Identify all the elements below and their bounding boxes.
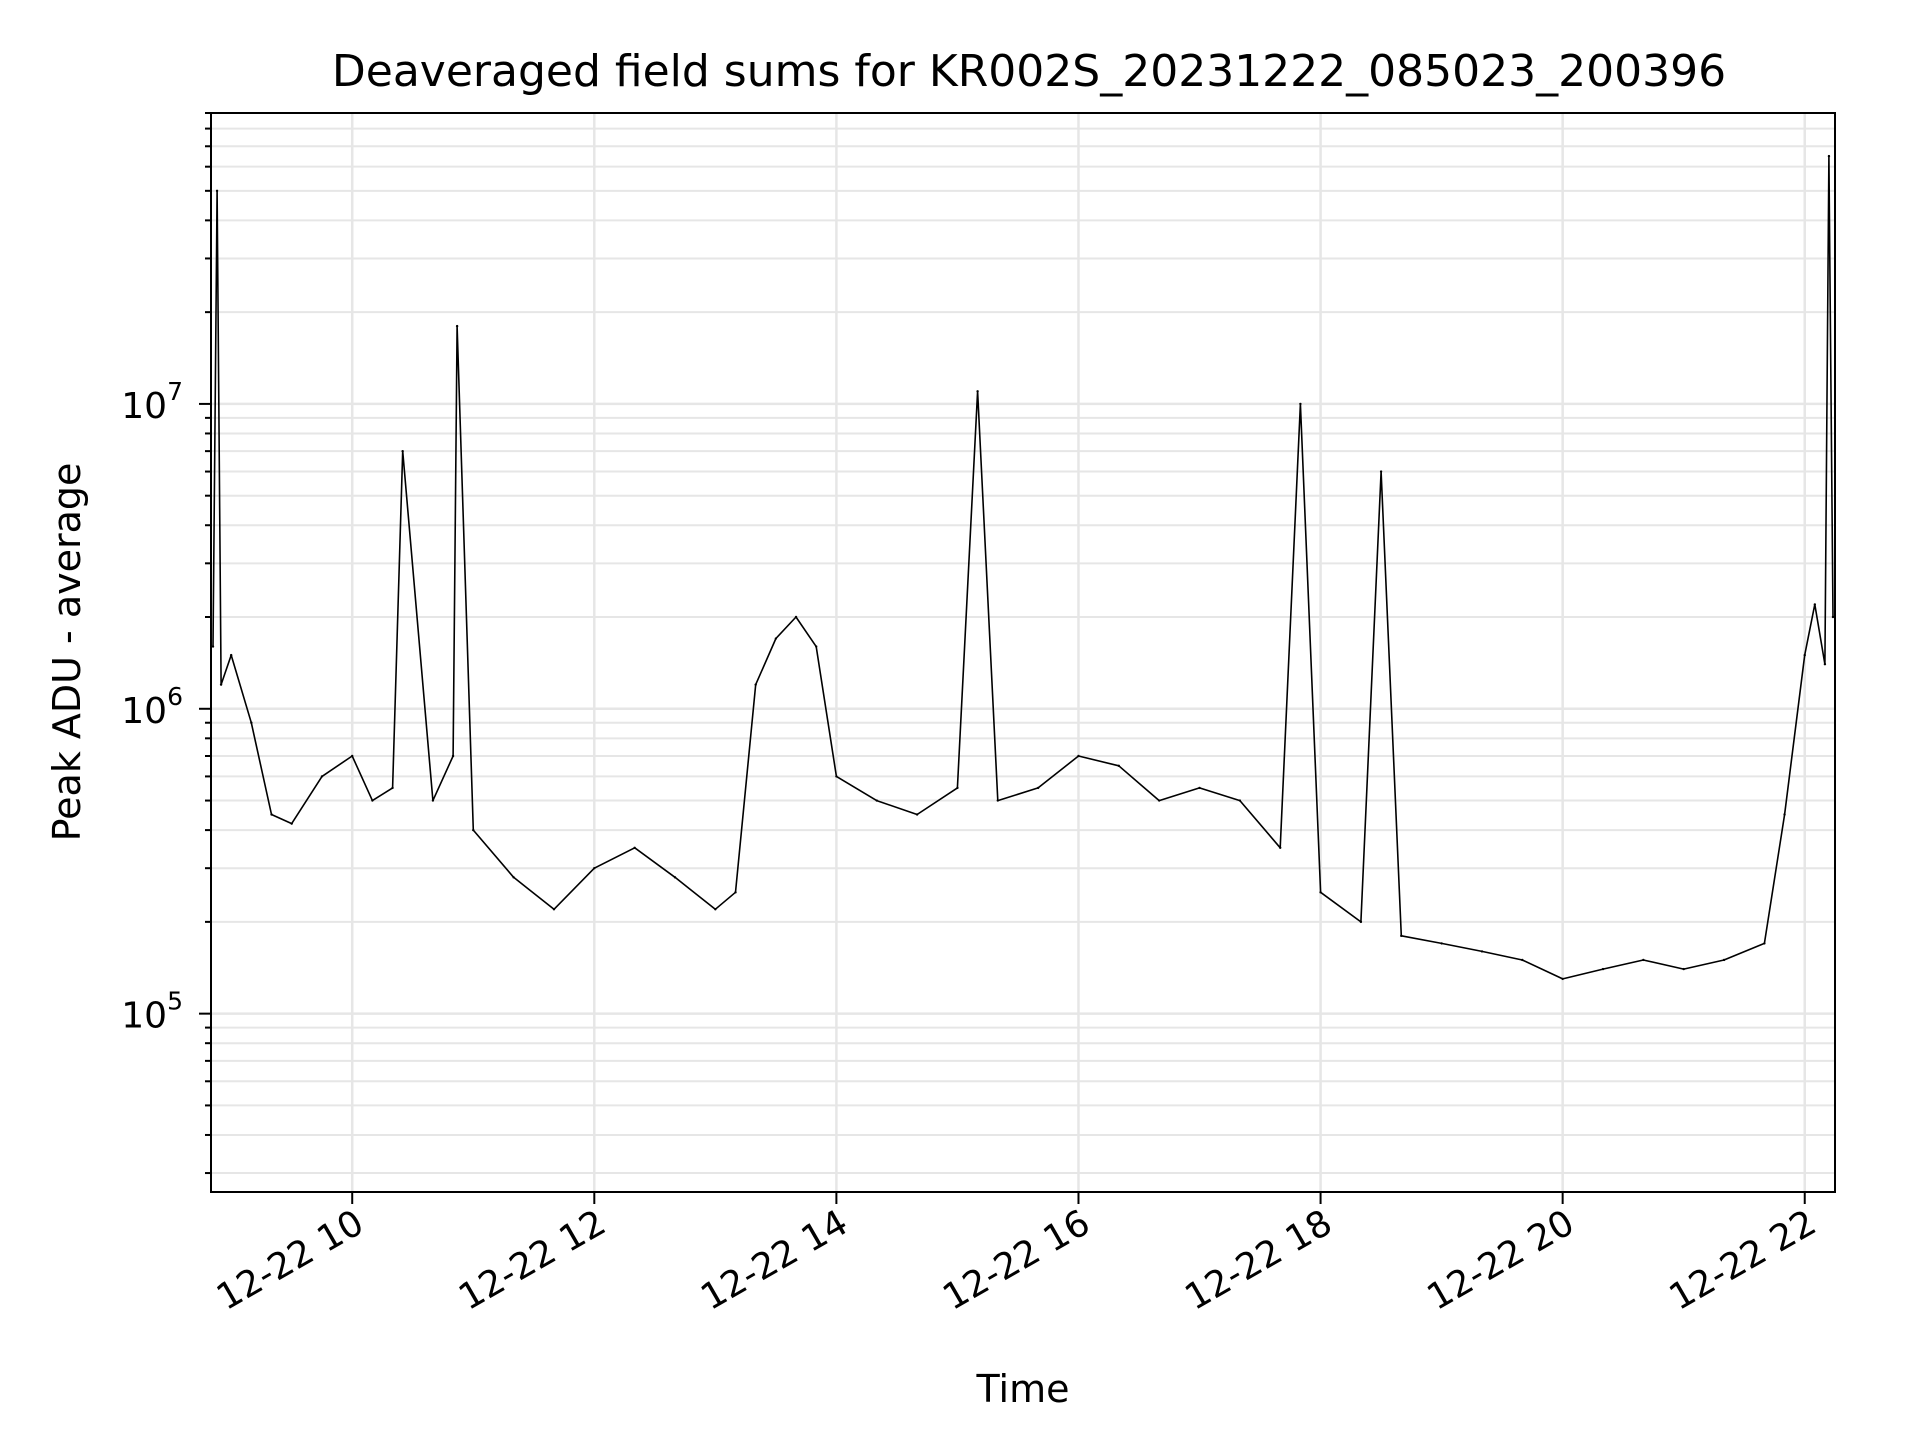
data-point (1561, 977, 1564, 981)
data-point (1440, 942, 1443, 945)
data-point (552, 908, 556, 911)
data-point (451, 754, 455, 758)
data-point (875, 799, 878, 802)
series-group (211, 154, 1835, 981)
data-point (1813, 603, 1817, 606)
data-point (996, 799, 999, 802)
data-point (1198, 786, 1201, 790)
series-line (212, 155, 1834, 980)
data-point (835, 775, 838, 778)
data-point (794, 615, 798, 619)
data-point (915, 813, 919, 816)
data-point (1238, 799, 1242, 802)
y-tick-base: 10 (121, 386, 167, 427)
gridlines (211, 112, 1835, 1192)
data-point (1521, 958, 1524, 962)
data-point (1682, 967, 1685, 971)
data-point (270, 813, 273, 816)
data-point (1157, 799, 1161, 802)
data-point (815, 645, 818, 648)
data-point (1279, 846, 1282, 849)
data-point (1359, 920, 1363, 924)
data-point (593, 866, 596, 870)
y-tick-exponent: 7 (167, 377, 183, 406)
data-point (1299, 402, 1302, 406)
data-point (1827, 154, 1831, 158)
data-point (754, 683, 757, 686)
y-tick-label: 107 (121, 377, 183, 427)
data-point (734, 891, 737, 894)
data-point (351, 754, 354, 758)
y-tick-exponent: 5 (167, 987, 183, 1016)
y-tick-label: 106 (121, 682, 183, 732)
data-point (1077, 754, 1080, 758)
data-point (211, 645, 215, 648)
data-point (250, 721, 253, 724)
data-point (673, 876, 677, 879)
data-point (1783, 813, 1786, 816)
y-tick-exponent: 6 (167, 682, 183, 711)
data-point (1480, 950, 1484, 953)
data-point (1319, 891, 1322, 894)
data-point (431, 799, 435, 802)
data-point (976, 390, 979, 393)
y-tick-label: 105 (121, 987, 183, 1037)
data-point (714, 908, 717, 911)
data-point (774, 637, 778, 640)
y-tick-base: 10 (121, 996, 167, 1037)
data-point (320, 775, 324, 778)
data-point (391, 786, 394, 790)
y-axis-label: Peak ADU - average (45, 463, 89, 842)
data-point (229, 653, 233, 657)
data-point (290, 822, 293, 825)
data-point (401, 449, 404, 453)
data-point (1831, 615, 1835, 619)
data-point (219, 683, 223, 686)
data-point (371, 799, 374, 802)
data-point (1823, 663, 1827, 666)
data-point (1379, 470, 1383, 473)
data-point (215, 189, 219, 193)
plot-frame (210, 112, 1836, 1193)
data-point (956, 786, 959, 790)
x-axis-label: Time (976, 1367, 1070, 1411)
data-point (455, 324, 459, 328)
data-point (512, 876, 515, 879)
data-point (1601, 967, 1605, 971)
y-tick-base: 10 (121, 691, 167, 732)
chart-title: Deaveraged field sums for KR002S_2023122… (332, 46, 1726, 97)
data-point (472, 828, 475, 832)
data-point (1722, 958, 1726, 962)
data-point (1803, 653, 1806, 657)
plot-area (211, 113, 1835, 1192)
data-point (633, 846, 636, 849)
data-point (1400, 934, 1403, 938)
data-point (1642, 958, 1645, 962)
data-point (1117, 764, 1121, 768)
data-point (1763, 942, 1766, 945)
data-point (1036, 786, 1040, 790)
